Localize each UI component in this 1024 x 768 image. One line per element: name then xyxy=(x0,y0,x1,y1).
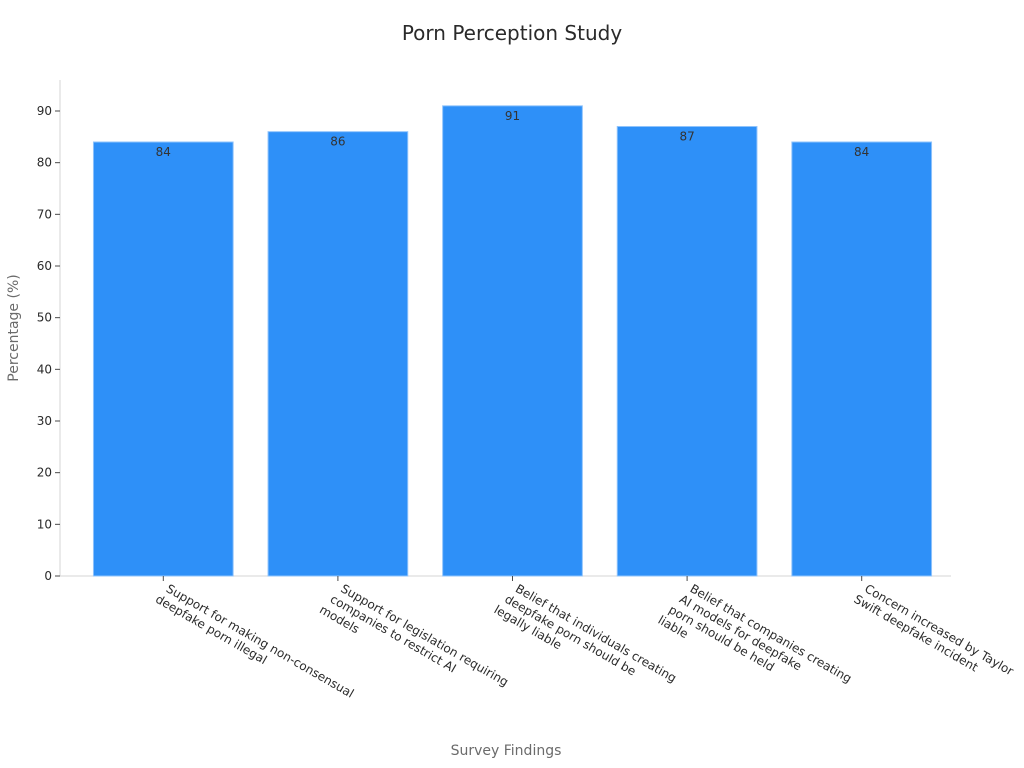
y-axis-title: Percentage (%) xyxy=(6,274,22,381)
bar-value-label: 84 xyxy=(156,145,171,159)
category-label: Belief that companies creatingAI models … xyxy=(656,575,854,723)
bar xyxy=(442,105,583,577)
category-label: Belief that individuals creatingdeepfake… xyxy=(492,577,679,710)
x-axis-title: Survey Findings xyxy=(451,743,562,759)
y-tick-label: 0 xyxy=(44,569,52,583)
y-tick-label: 10 xyxy=(37,517,52,531)
bar-value-label: 87 xyxy=(679,130,694,144)
category-label: Concern increased by TaylorSwift deepfak… xyxy=(852,579,1016,690)
bar xyxy=(92,141,234,577)
y-tick-label: 40 xyxy=(37,362,52,376)
bar xyxy=(267,131,409,577)
bar-value-label: 84 xyxy=(854,145,869,159)
plot-area: 0 10 20 30 40 50 60 70 80 90 84 Support for making … xyxy=(37,80,1016,723)
y-tick-label: 90 xyxy=(37,104,52,118)
y-tick-label: 20 xyxy=(37,466,52,480)
bar xyxy=(791,141,933,577)
y-tick-label: 30 xyxy=(37,414,52,428)
bar-value-label: 91 xyxy=(505,109,520,123)
y-tick-label: 80 xyxy=(37,156,52,170)
chart-title: Porn Perception Study xyxy=(402,21,622,45)
y-tick-label: 60 xyxy=(37,259,52,273)
category-label: Support for making non-consensualdeepfak… xyxy=(153,579,356,713)
y-tick-label: 70 xyxy=(37,207,52,221)
bar-value-label: 86 xyxy=(330,135,345,149)
bar xyxy=(616,126,758,577)
y-tick-label: 50 xyxy=(37,311,52,325)
